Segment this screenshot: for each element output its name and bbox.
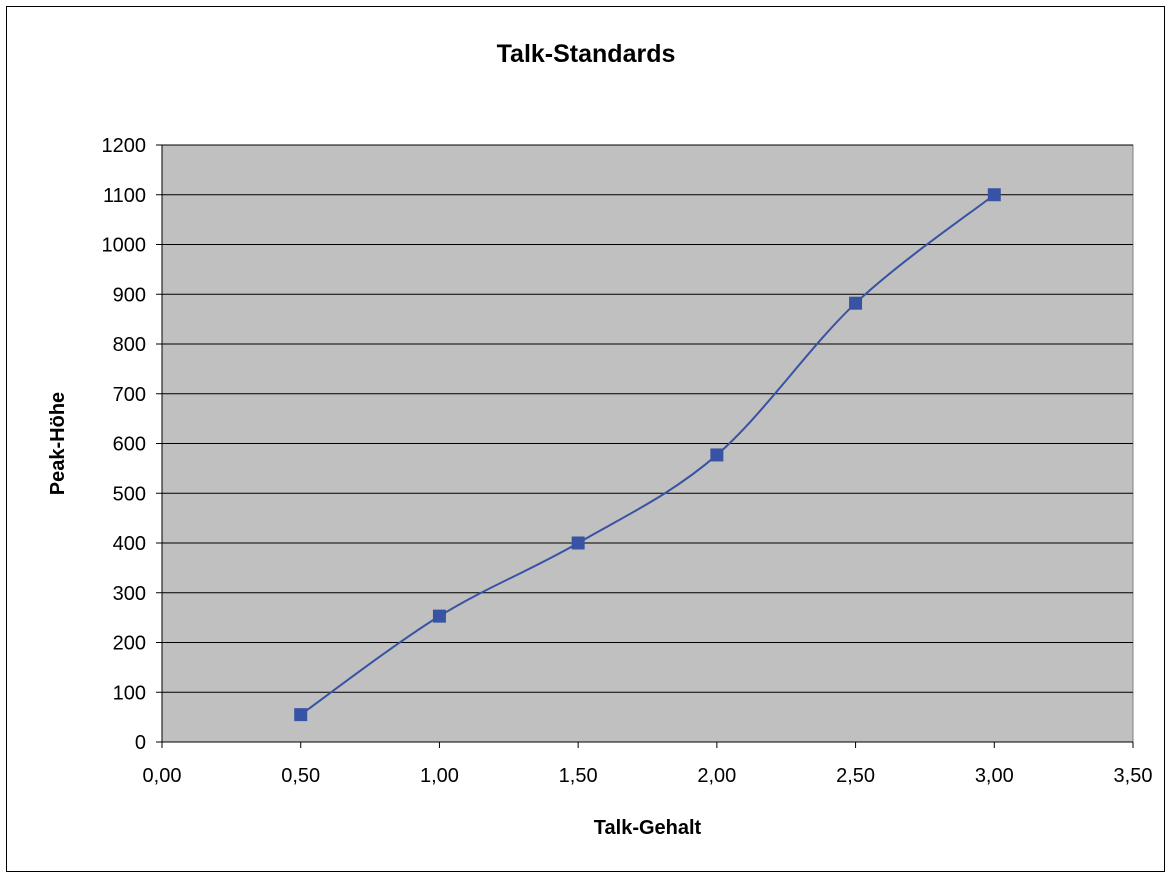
x-tick-label: 0,00 — [143, 765, 182, 787]
x-tick-label: 3,00 — [975, 765, 1014, 787]
x-tick-label: 2,50 — [836, 765, 875, 787]
y-tick-label: 900 — [113, 284, 146, 306]
y-tick-label: 400 — [113, 533, 146, 555]
series — [294, 188, 1001, 722]
y-tick-label: 300 — [113, 583, 146, 605]
y-tick-label: 800 — [113, 334, 146, 356]
chart-title: Talk-Standards — [497, 40, 676, 68]
tick-labels: 0 100 200 300 400 500 600 700 800 900 1000 1100 1200… — [102, 135, 1153, 787]
data-point-marker — [294, 708, 308, 722]
y-axis-label: Peak-Höhe — [47, 392, 69, 495]
data-point-marker — [432, 609, 446, 623]
x-axis-label: Talk-Gehalt — [594, 817, 702, 839]
axes — [156, 144, 1134, 748]
y-tick-label: 100 — [113, 682, 146, 704]
x-tick-label: 1,50 — [559, 765, 598, 787]
x-tick-label: 3,50 — [1114, 765, 1153, 787]
x-tick-label: 1,00 — [420, 765, 459, 787]
data-point-marker — [849, 296, 863, 310]
y-tick-label: 700 — [113, 384, 146, 406]
y-tick-label: 1000 — [102, 235, 147, 257]
x-tick-label: 2,00 — [697, 765, 736, 787]
data-point-marker — [987, 188, 1001, 202]
y-tick-label: 0 — [135, 732, 146, 754]
x-tick-label: 0,50 — [281, 765, 320, 787]
series-line — [300, 193, 995, 716]
data-point-marker — [710, 448, 724, 462]
y-tick-label: 1100 — [103, 185, 146, 207]
y-tick-label: 500 — [113, 483, 146, 505]
y-tick-label: 200 — [113, 633, 146, 655]
y-tick-label: 600 — [113, 434, 146, 456]
gridlines — [162, 144, 1133, 693]
data-point-marker — [571, 536, 585, 550]
y-tick-label: 1200 — [102, 135, 147, 157]
